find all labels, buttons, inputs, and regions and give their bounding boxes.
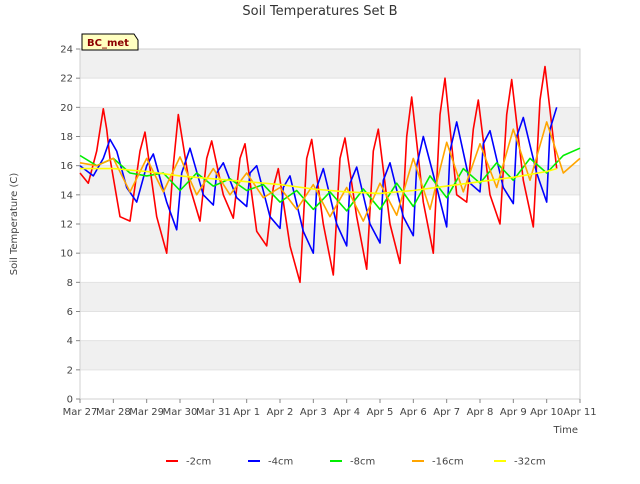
x-tick-label: Mar 30 [163,407,198,418]
series-line-4cm [79,107,558,254]
y-tick-label: 18 [60,132,73,143]
grid-band [80,49,580,79]
y-axis-label: Soil Temperature (C) [9,173,20,276]
x-tick-label: Apr 1 [233,407,260,418]
chart-title: Soil Temperatures Set B [242,4,397,19]
x-tick-label: Mar 27 [63,407,98,418]
series-line-32cm [80,167,557,195]
grid-bands [80,48,580,400]
x-tick-label: Apr 2 [267,407,294,418]
x-tick-label: Apr 10 [530,407,563,418]
grid-band [80,340,580,370]
y-tick-label: 10 [60,249,73,260]
station-badge-label: BC_met [87,38,129,49]
grid-band [80,107,580,137]
series-lines [79,65,581,284]
grid-band [80,224,580,254]
x-tick-label: Apr 3 [300,407,327,418]
legend: -2cm -4cm -8cm -16cm -32cm [166,457,546,468]
y-tick-label: 20 [60,103,73,114]
x-axis-label: Time [553,425,578,436]
x-tick-label: Mar 28 [96,407,131,418]
x-tick-label: Apr 11 [563,407,596,418]
x-tick-label: Mar 29 [129,407,164,418]
y-tick-label: 2 [67,365,73,376]
x-tick-label: Apr 5 [367,407,394,418]
legend-label: -4cm [268,457,293,468]
x-tick-label: Apr 4 [333,407,360,418]
station-badge-box [81,33,139,51]
grid-band [80,282,580,312]
y-tick-label: 24 [60,45,73,56]
station-badge: BC_met [81,33,139,51]
x-tick-label: Apr 6 [400,407,427,418]
legend-label: -8cm [350,457,375,468]
y-tick-label: 22 [60,74,73,85]
legend-label: -2cm [186,457,211,468]
x-tick-label: Apr 8 [467,407,494,418]
y-tick-label: 8 [67,278,73,289]
x-tick-label: Mar 31 [196,407,231,418]
y-tick-label: 0 [67,395,73,406]
series-line-2cm [79,65,558,284]
x-tick-label: Apr 9 [500,407,527,418]
y-tick-label: 16 [60,161,73,172]
y-tick-label: 4 [67,336,73,347]
x-tick-label: Apr 7 [433,407,460,418]
y-tick-label: 12 [60,220,73,231]
y-tick-label: 14 [60,190,73,201]
legend-label: -16cm [432,457,464,468]
series-line-16cm [79,121,581,222]
y-tick-label: 6 [67,307,73,318]
legend-label: -32cm [514,457,546,468]
